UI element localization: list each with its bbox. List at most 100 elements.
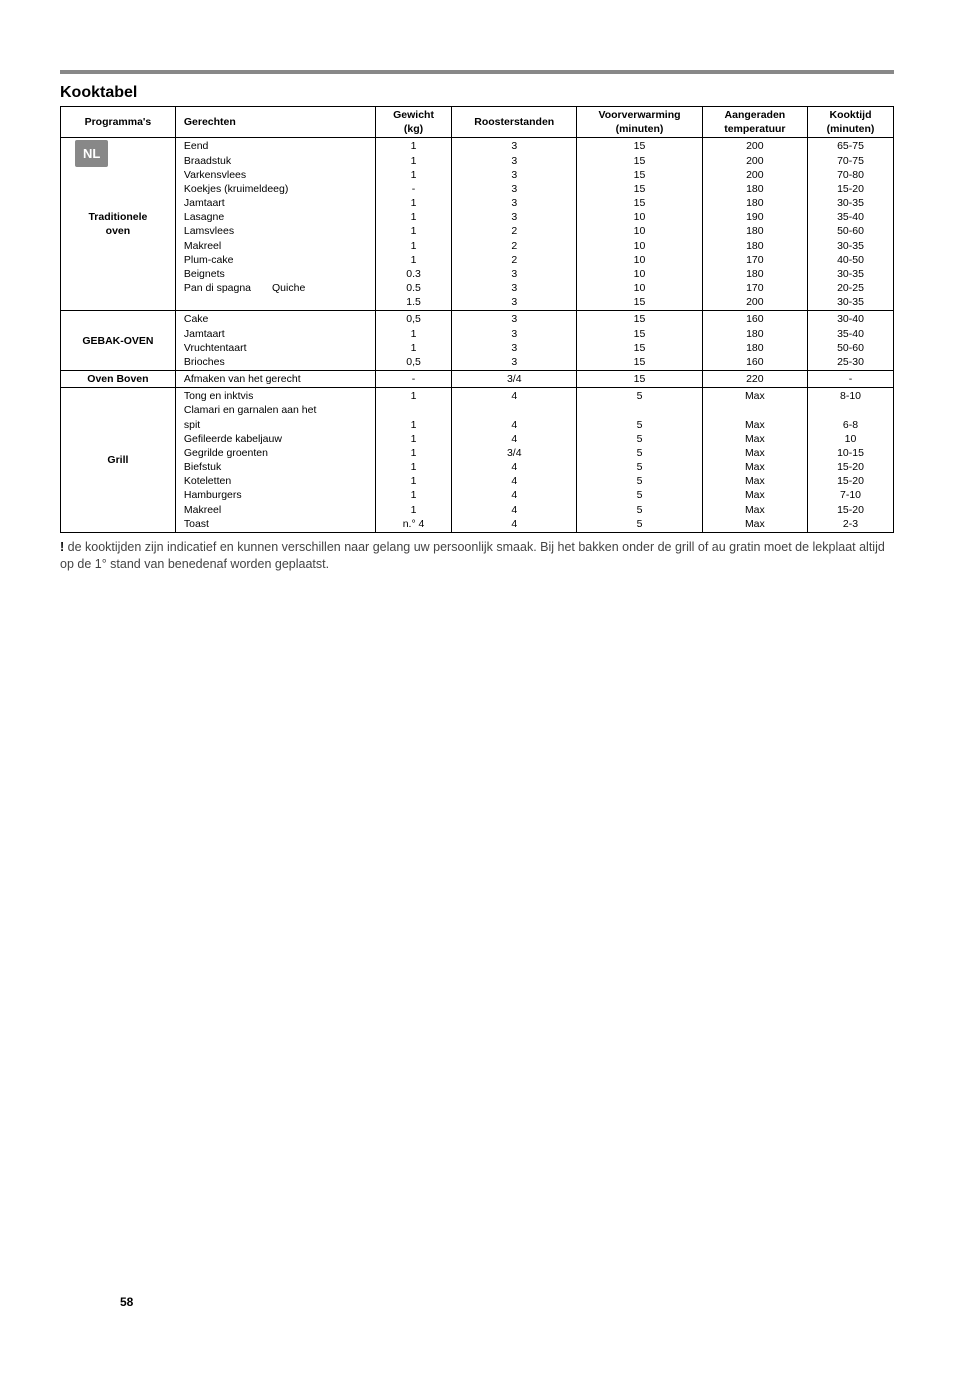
weight-value: 1	[380, 341, 447, 355]
preheat-value: 15	[581, 372, 697, 386]
time-value: 30-35	[812, 295, 889, 309]
time-value: 15-20	[812, 182, 889, 196]
time-value: 15-20	[812, 460, 889, 474]
temp-value: Max	[707, 418, 803, 432]
page-title: Kooktabel	[60, 84, 894, 102]
dish-line: Lamsvlees	[184, 224, 371, 238]
dish-line: Biefstuk	[184, 460, 371, 474]
col-time: Kooktijd (minuten)	[808, 107, 894, 138]
preheat-cell: 5 55555555	[577, 388, 702, 533]
preheat-value: 5	[581, 517, 697, 531]
dish-line	[184, 295, 371, 309]
preheat-value: 5	[581, 446, 697, 460]
preheat-cell: 15151515	[577, 311, 702, 371]
time-value: 7-10	[812, 488, 889, 502]
preheat-value: 5	[581, 389, 697, 403]
col-time-top: Kooktijd	[830, 109, 872, 121]
rack-cell: 333333222333	[452, 138, 577, 311]
weight-value: -	[380, 182, 447, 196]
time-value	[812, 403, 889, 417]
time-value: 25-30	[812, 355, 889, 369]
time-value: 15-20	[812, 474, 889, 488]
temp-value: 200	[707, 154, 803, 168]
temp-value: 180	[707, 182, 803, 196]
weight-value: -	[380, 372, 447, 386]
col-temp-top: Aangeraden	[725, 109, 786, 121]
time-cell: 65-7570-7570-8015-2030-3535-4050-6030-35…	[808, 138, 894, 311]
temp-value: Max	[707, 446, 803, 460]
preheat-cell: 151515151510101010101015	[577, 138, 702, 311]
program-cell: Grill	[61, 388, 176, 533]
temp-value: Max	[707, 474, 803, 488]
preheat-value: 5	[581, 488, 697, 502]
temp-value: 200	[707, 139, 803, 153]
preheat-value: 5	[581, 460, 697, 474]
rack-value: 3	[456, 182, 572, 196]
weight-value: 1	[380, 389, 447, 403]
preheat-value: 5	[581, 432, 697, 446]
dish-cell: Tong en inktvisClamari en garnalen aan h…	[175, 388, 375, 533]
preheat-value: 5	[581, 418, 697, 432]
dish-line: Jamtaart	[184, 327, 371, 341]
dish-line: Gefileerde kabeljauw	[184, 432, 371, 446]
cooking-table: Programma's Gerechten Gewicht (kg) Roost…	[60, 106, 894, 533]
col-temp: Aangeraden temperatuur	[702, 107, 807, 138]
temp-cell: 160180180160	[702, 311, 807, 371]
col-temp-bot: temperatuur	[724, 123, 785, 135]
rack-value: 3	[456, 139, 572, 153]
weight-value: 0.5	[380, 281, 447, 295]
time-value: 15-20	[812, 503, 889, 517]
temp-value: 180	[707, 196, 803, 210]
dish-line: Toast	[184, 517, 371, 531]
col-weight-bot: (kg)	[404, 123, 423, 135]
dish-line: Braadstuk	[184, 154, 371, 168]
temp-value: Max	[707, 503, 803, 517]
rack-value: 3	[456, 327, 572, 341]
temp-value: 180	[707, 341, 803, 355]
preheat-value: 5	[581, 503, 697, 517]
preheat-value	[581, 403, 697, 417]
col-time-bot: (minuten)	[827, 123, 875, 135]
dish-cell: Afmaken van het gerecht	[175, 371, 375, 388]
col-program: Programma's	[61, 107, 176, 138]
rack-value: 2	[456, 224, 572, 238]
weight-value: 1	[380, 503, 447, 517]
weight-value	[380, 403, 447, 417]
weight-value: 1	[380, 460, 447, 474]
preheat-value: 15	[581, 182, 697, 196]
preheat-value: 5	[581, 474, 697, 488]
time-value: 70-80	[812, 168, 889, 182]
rack-value: 4	[456, 389, 572, 403]
weight-cell: 0,5110,5	[375, 311, 451, 371]
dish-line: Varkensvlees	[184, 168, 371, 182]
rack-value: 4	[456, 460, 572, 474]
rack-value: 3	[456, 267, 572, 281]
footnote-text: de kooktijden zijn indicatief en kunnen …	[60, 540, 885, 572]
temp-value: 180	[707, 327, 803, 341]
temp-value: 180	[707, 224, 803, 238]
weight-value: 1	[380, 239, 447, 253]
rack-value: 3	[456, 295, 572, 309]
preheat-value: 10	[581, 253, 697, 267]
preheat-value: 10	[581, 281, 697, 295]
time-value: 20-25	[812, 281, 889, 295]
dish-line: Vruchtentaart	[184, 341, 371, 355]
preheat-value: 15	[581, 168, 697, 182]
temp-value: 180	[707, 267, 803, 281]
footnote: ! de kooktijden zijn indicatief en kunne…	[60, 539, 894, 574]
weight-value: 1	[380, 168, 447, 182]
rack-value: 4	[456, 474, 572, 488]
col-preheat-top: Voorverwarming	[598, 109, 680, 121]
page-number: 58	[120, 1295, 133, 1309]
col-preheat: Voorverwarming (minuten)	[577, 107, 702, 138]
preheat-value: 10	[581, 267, 697, 281]
time-value: 30-35	[812, 239, 889, 253]
time-value: 50-60	[812, 224, 889, 238]
weight-value: 1	[380, 253, 447, 267]
dish-line: Lasagne	[184, 210, 371, 224]
dish-line: Beignets	[184, 267, 371, 281]
temp-value: Max	[707, 517, 803, 531]
dish-line: Gegrilde groenten	[184, 446, 371, 460]
preheat-value: 15	[581, 196, 697, 210]
weight-value: 1	[380, 488, 447, 502]
